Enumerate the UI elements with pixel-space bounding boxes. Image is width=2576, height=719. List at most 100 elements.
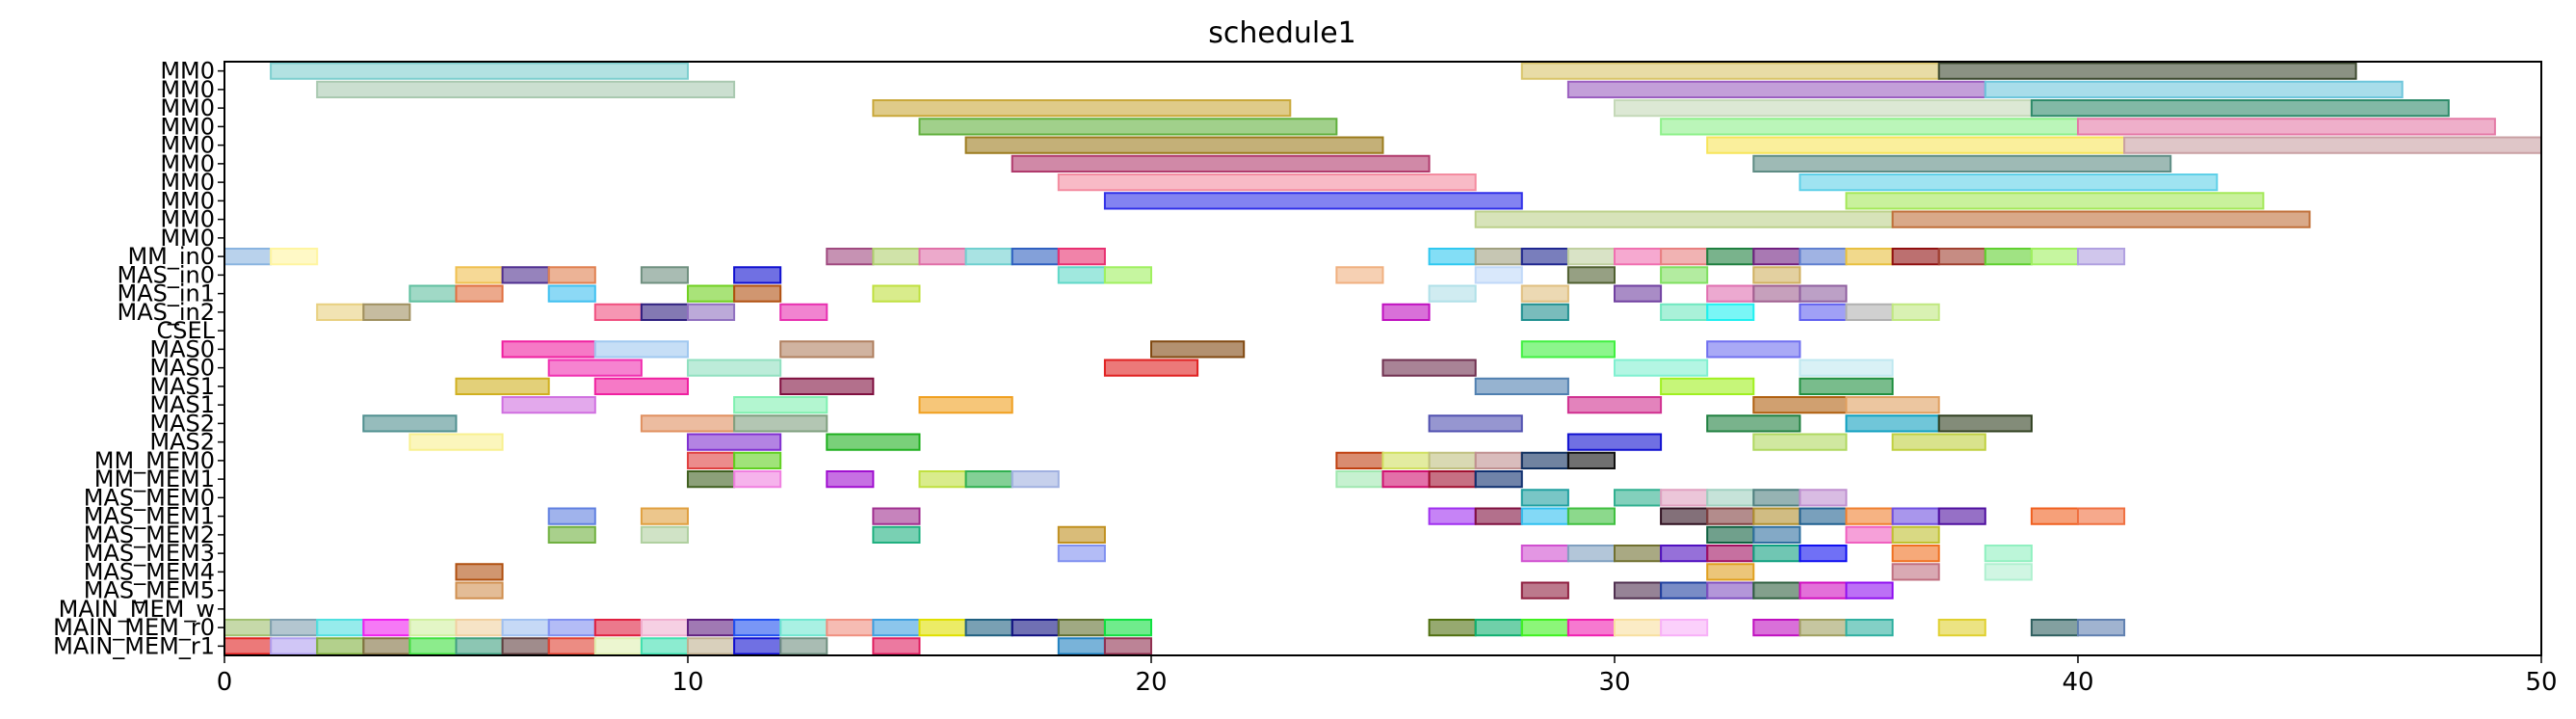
- bar-MAIN_MEM_r0-205: [918, 619, 967, 637]
- bar-MM0-14: [2123, 136, 2543, 154]
- bar-MM_in0-40: [1845, 248, 1894, 266]
- bar-MAS_in2-72: [593, 303, 643, 321]
- bar-MAIN_MEM_r1-234: [779, 637, 828, 655]
- bar-MM_MEM0-120: [1335, 451, 1384, 469]
- bar-MAS1-102: [733, 396, 828, 414]
- bar-MAIN_MEM_r1-227: [455, 637, 504, 655]
- bar-MAIN_MEM_r0-201: [733, 619, 782, 637]
- bar-MAIN_MEM_r0-220: [2030, 619, 2079, 637]
- bar-MAS_MEM1-156: [1891, 507, 1940, 525]
- bar-MAS2-119: [1891, 433, 1986, 451]
- bar-MAS0-90: [687, 359, 782, 377]
- bar-MM0-5: [1984, 80, 2404, 98]
- bar-MAS2-116: [826, 433, 921, 451]
- row-label: MAIN_MEM_w: [59, 596, 215, 623]
- row-label: MAS_MEM4: [84, 558, 215, 585]
- bar-MM_in0-37: [1706, 248, 1755, 266]
- row-label: MM0: [160, 58, 215, 85]
- x-tick-label: 30: [1598, 668, 1630, 697]
- bar-MAIN_MEM_r0-210: [1428, 619, 1477, 637]
- bar-MAIN_MEM_r1-236: [1057, 637, 1106, 655]
- bar-MAS2-110: [1428, 414, 1523, 433]
- bar-MM0-22: [1891, 210, 2311, 228]
- chart-title: schedule1: [1208, 16, 1356, 50]
- bar-MAS_MEM5-186: [1706, 581, 1755, 599]
- bar-MAS_MEM1-148: [1474, 507, 1523, 525]
- bar-MM_in0-23: [223, 248, 273, 266]
- row-label: MM0: [160, 113, 215, 140]
- bar-MAS1-96: [593, 377, 689, 395]
- bar-MAS0-83: [501, 340, 596, 359]
- bar-MM_MEM0-121: [1381, 451, 1431, 469]
- bar-MAS_MEM0-138: [1520, 489, 1569, 507]
- bar-MM_MEM0-122: [1428, 451, 1477, 469]
- bar-MAS1-95: [455, 377, 550, 395]
- bars-layer: [223, 62, 2543, 655]
- bar-MAS_MEM3-175: [1799, 545, 1848, 563]
- bar-MAIN_MEM_r0-204: [872, 619, 921, 637]
- row-label: MAS_in2: [117, 299, 215, 326]
- bar-MAS_in1-65: [1520, 284, 1569, 303]
- bar-MAS2-117: [1566, 433, 1663, 451]
- bar-MAS_MEM3-172: [1660, 545, 1709, 563]
- bar-MM_in0-26: [872, 248, 921, 266]
- bar-MM0-0: [270, 62, 689, 80]
- bar-MM0-7: [1614, 99, 2033, 118]
- row-label: MAS_MEM1: [84, 503, 215, 530]
- bar-MAIN_MEM_r1-229: [547, 637, 596, 655]
- bar-MAS_MEM3-168: [1057, 545, 1106, 563]
- bar-MAIN_MEM_r0-206: [964, 619, 1013, 637]
- bar-MAS_in2-82: [1891, 303, 1940, 321]
- bar-MM_MEM1-128: [687, 470, 736, 489]
- bar-MAIN_MEM_r0-211: [1474, 619, 1523, 637]
- bar-MAS_MEM2-162: [872, 525, 921, 544]
- row-label: MM0: [160, 76, 215, 103]
- bar-MAS_in1-60: [547, 284, 596, 303]
- bar-MM0-17: [1057, 173, 1477, 192]
- row-label: MAS0: [149, 335, 215, 362]
- bar-MAIN_MEM_r0-207: [1011, 619, 1060, 637]
- row-label: MAS_MEM5: [84, 577, 215, 604]
- bar-MAS_MEM5-183: [1520, 581, 1569, 599]
- row-label: MAS0: [149, 355, 215, 382]
- bar-MM0-12: [964, 136, 1384, 154]
- row-label: MAS_in0: [117, 261, 215, 288]
- bar-MM_in0-44: [2030, 248, 2079, 266]
- bar-MAIN_MEM_r1-226: [408, 637, 458, 655]
- bar-MM_MEM0-126: [687, 451, 736, 469]
- bar-MAIN_MEM_r0-198: [593, 619, 643, 637]
- bar-MAS_MEM2-167: [1891, 525, 1940, 544]
- bar-MM0-3: [316, 80, 736, 98]
- bar-MAS_MEM1-152: [1706, 507, 1755, 525]
- bar-MAS_MEM1-147: [1428, 507, 1477, 525]
- bar-MAS_MEM2-161: [640, 525, 690, 544]
- bar-MAIN_MEM_r0-195: [455, 619, 504, 637]
- bar-MM_in0-34: [1566, 248, 1617, 266]
- bar-MM_in0-31: [1428, 248, 1477, 266]
- bar-MAIN_MEM_r1-237: [1103, 637, 1153, 655]
- bar-MAS_MEM2-165: [1752, 525, 1801, 544]
- bar-MAS2-112: [1845, 414, 1940, 433]
- bar-MM_in0-43: [1984, 248, 2033, 266]
- bar-MAS_MEM5-187: [1752, 581, 1801, 599]
- bar-MAS0-94: [1799, 359, 1894, 377]
- bar-MM_MEM1-129: [733, 470, 782, 489]
- bar-MAIN_MEM_r1-223: [270, 637, 319, 655]
- bar-MAIN_MEM_r0-213: [1566, 619, 1617, 637]
- bar-MAIN_MEM_r1-224: [316, 637, 365, 655]
- bar-MAIN_MEM_r0-219: [1937, 619, 1986, 637]
- bar-MAS0-93: [1614, 359, 1709, 377]
- bar-MAS_MEM1-159: [2077, 507, 2126, 525]
- bar-MAS_MEM4-180: [1891, 563, 1940, 581]
- bar-MM0-15: [1011, 154, 1431, 173]
- bar-MAIN_MEM_r0-221: [2077, 619, 2126, 637]
- row-label: MM_in0: [127, 243, 215, 270]
- row-label: MM0: [160, 94, 215, 121]
- bar-MAS_MEM2-163: [1057, 525, 1106, 544]
- bar-MAS_MEM5-188: [1799, 581, 1848, 599]
- x-tick-label: 50: [2525, 668, 2557, 697]
- bar-MAS_in2-79: [1706, 303, 1755, 321]
- bar-MM_in0-32: [1474, 248, 1523, 266]
- bar-MM0-13: [1706, 136, 2126, 154]
- row-label: MAIN_MEM_r0: [53, 614, 215, 641]
